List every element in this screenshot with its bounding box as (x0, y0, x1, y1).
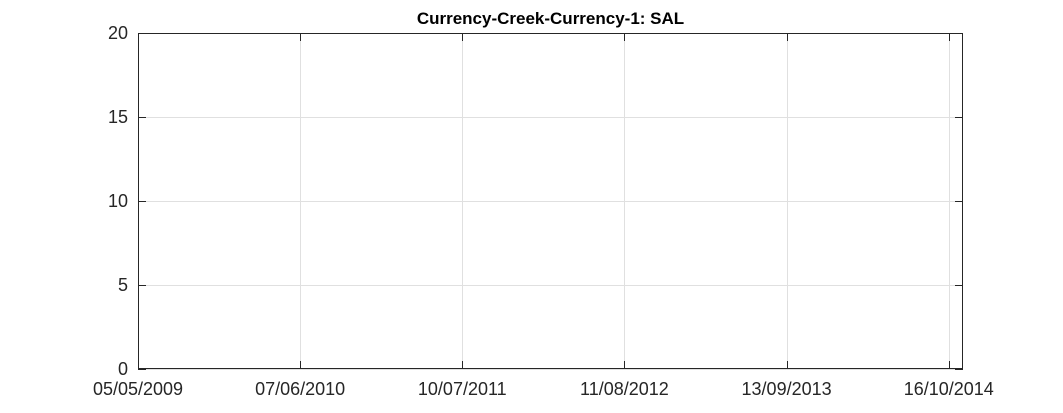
chart-title: Currency-Creek-Currency-1: SAL (417, 9, 684, 28)
x-tick-label: 05/05/2009 (93, 379, 183, 399)
y-tick-label: 10 (108, 191, 128, 211)
x-tick-label: 13/09/2013 (742, 379, 832, 399)
x-tick-label: 07/06/2010 (255, 379, 345, 399)
y-tick-label: 20 (108, 23, 128, 43)
x-axis: 05/05/2009 07/06/2010 10/07/2011 11/08/2012… (93, 33, 994, 399)
y-tick-label: 5 (118, 275, 128, 295)
y-axis: 0 5 10 15 20 (108, 23, 963, 379)
x-tick-label: 10/07/2011 (418, 379, 507, 399)
x-tick-label: 11/08/2012 (580, 379, 669, 399)
y-tick-label: 0 (118, 359, 128, 379)
y-tick-label: 15 (108, 107, 128, 127)
x-tick-label: 16/10/2014 (904, 379, 994, 399)
